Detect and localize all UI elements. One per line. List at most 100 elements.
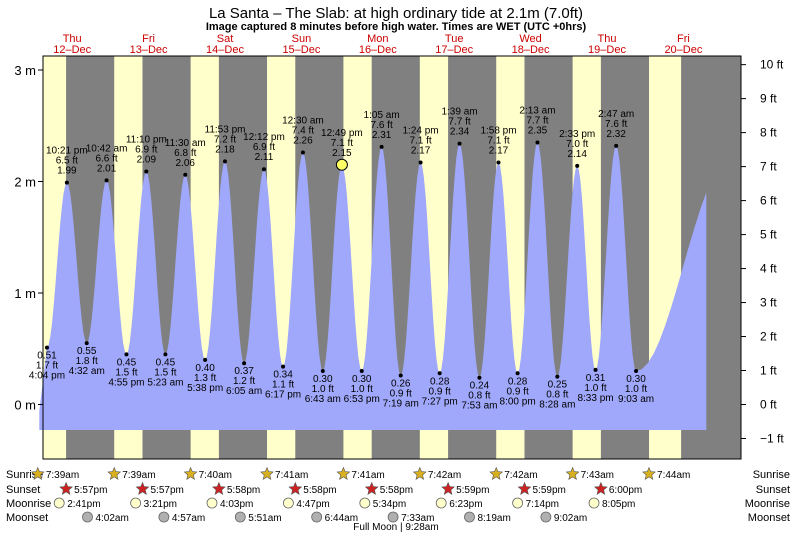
low-tide-ft: 0.9 ft [429,386,451,397]
day-name: Fri [677,33,690,45]
high-tide-height: 2.26 [293,136,313,147]
high-tide-height: 2.34 [450,127,470,138]
row-time: 7:39am [122,470,155,481]
low-tide-time: 6:05 am [226,386,262,397]
row-label-right: Sunrise [753,469,790,481]
high-tide-ft: 6.5 ft [56,156,78,167]
low-tide-ft: 1.0 ft [625,384,647,395]
row-time: 5:34pm [373,499,406,510]
low-tide-height: 0.25 [548,380,568,391]
low-tide-time: 7:19 am [383,399,419,410]
row-time: 7:41am [275,470,308,481]
high-tide-ft: 7.7 ft [526,115,548,126]
low-tide-ft: 1.2 ft [233,376,255,387]
row-time: 7:44am [657,470,690,481]
y-tick-label-ft: 10 ft [760,58,784,72]
low-tide-height: 0.40 [195,363,215,374]
day-name: Fri [142,33,155,45]
row-time: 9:02am [554,513,587,524]
high-tide-time: 12:49 pm [321,128,363,139]
tide-point [64,180,69,185]
low-tide-time: 4:04 pm [29,371,65,382]
high-tide-time: 11:10 pm [126,134,167,145]
current-high-marker [335,158,348,171]
high-tide-time: 12:30 am [282,116,324,127]
tide-point [634,369,639,374]
row-time: 7:39am [46,470,79,481]
low-tide-ft: 0.9 ft [390,389,412,400]
high-tide-height: 2.31 [372,130,392,141]
row-time: 5:58pm [380,485,413,496]
high-tide-height: 1.99 [57,166,77,177]
high-tide-height: 2.18 [215,144,235,155]
low-tide-height: 0.37 [234,366,254,377]
tide-point [379,144,384,149]
sunrise-star-icon [412,466,427,480]
day-date: 20–Dec [664,44,702,56]
high-tide-time: 1:05 am [364,110,400,121]
y-tick-label-ft: 3 ft [760,296,777,310]
high-tide-time: 2:13 am [519,105,555,116]
low-tide-time: 5:38 pm [187,383,223,394]
sunset-star-icon [364,481,379,495]
high-tide-height: 2.35 [528,125,548,136]
day-name: Sun [292,33,312,45]
sunrise-star-icon [30,466,45,480]
high-tide-ft: 6.6 ft [95,153,117,164]
row-time: 6:44am [325,513,358,524]
moonrise-icon [512,497,524,509]
low-tide-ft: 0.9 ft [506,386,528,397]
moonrise-icon [588,497,600,509]
tide-point [515,371,520,376]
chart-subtitle: Image captured 8 minutes before high wat… [206,21,587,33]
tide-point [300,150,305,155]
row-time: 4:03pm [220,499,253,510]
day-date: 15–Dec [282,44,320,56]
day-date: 16–Dec [359,44,397,56]
high-tide-time: 1:39 am [441,107,477,118]
chart-title: La Santa – The Slab: at high ordinary ti… [209,5,583,22]
high-tide-ft: 6.9 ft [253,142,275,153]
row-label-left: Moonset [6,512,48,524]
moonrise-icon [435,497,447,509]
y-tick-label-ft: 5 ft [760,228,777,242]
high-tide-height: 2.01 [97,163,117,174]
sunrise-star-icon [642,466,656,480]
axes: Thu12–DecFri13–DecSat14–DecSun15–DecMon1… [14,33,784,460]
row-time: 8:05pm [602,499,635,510]
high-tide-height: 2.17 [411,146,431,157]
tide-point [261,167,266,172]
moon-phase-footer: Full Moon | 9:28am [353,522,438,533]
high-tide-time: 11:30 am [165,138,206,149]
tide-point [124,352,129,357]
low-tide-time: 8:00 pm [500,396,536,407]
tide-point [593,367,598,372]
low-tide-height: 0.28 [430,376,450,387]
day-name: Thu [63,33,82,45]
low-tide-time: 6:53 pm [344,394,380,405]
moonset-icon [464,511,475,523]
high-tide-time: 1:24 pm [403,126,439,137]
day-name: Wed [519,33,541,45]
tide-point [223,159,227,164]
low-tide-height: 0.45 [156,357,176,368]
high-tide-ft: 7.2 ft [214,134,236,145]
row-label-right: Sunset [756,484,790,496]
low-tide-height: 0.31 [586,373,606,384]
sunrise-star-icon [336,466,351,480]
low-tide-time: 7:53 am [461,401,497,412]
low-tide-ft: 1.1 ft [272,380,294,391]
tide-point [44,345,49,350]
tide-point [104,178,109,183]
y-tick-label-m: 3 m [14,63,36,78]
high-tide-time: 10:21 pm [46,146,88,157]
row-time: 2:41pm [67,499,100,510]
tide-point [535,140,540,145]
low-tide-ft: 0.8 ft [468,391,490,402]
y-tick-label-ft: 6 ft [760,194,777,208]
day-date: 13–Dec [130,44,168,56]
low-tide-ft: 1.0 ft [312,384,334,395]
tide-point [496,160,501,165]
